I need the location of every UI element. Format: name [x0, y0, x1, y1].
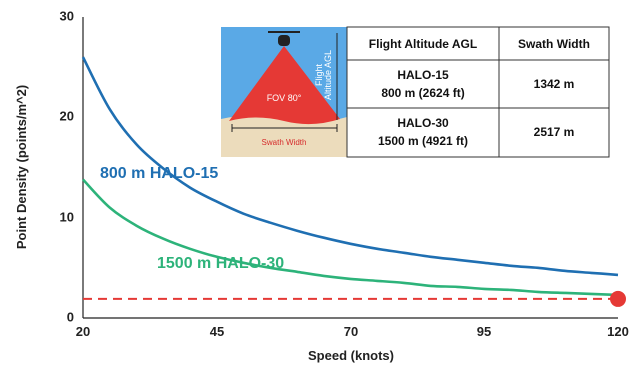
table-header: Swath Width [518, 37, 590, 51]
table-cell: HALO-30 [397, 116, 449, 130]
x-tick-label: 20 [76, 324, 90, 339]
altitude-label-line2: Altitude AGL [323, 50, 333, 100]
y-axis-title: Point Density (points/m^2) [14, 85, 29, 249]
series-line-800m-halo15 [81, 56, 619, 277]
inset-ground [221, 115, 347, 157]
helicopter-icon [278, 35, 290, 46]
table-cell: 1500 m (4921 ft) [378, 134, 468, 148]
x-tick-label: 120 [607, 324, 629, 339]
fov-label: FOV 80° [267, 93, 302, 103]
table-cell: 800 m (2624 ft) [381, 86, 464, 100]
table-header: Flight Altitude AGL [369, 37, 477, 51]
series-label-1500m: 1500 m HALO-30 [157, 255, 284, 272]
y-tick-label: 20 [60, 108, 74, 123]
x-axis-title: Speed (knots) [308, 348, 394, 363]
x-tick-label: 45 [210, 324, 224, 339]
x-tick-label: 95 [477, 324, 491, 339]
y-tick-label: 0 [67, 309, 74, 324]
y-tick-label: 30 [60, 8, 74, 23]
series-line-1500m-halo30 [82, 178, 619, 297]
fov-cone [229, 46, 340, 125]
threshold-marker-point [610, 290, 626, 307]
swath-width-label: Swath Width [262, 138, 307, 147]
altitude-label-line1: Flight [314, 64, 324, 87]
table-cell: HALO-15 [397, 68, 449, 82]
table-cell: 1342 m [534, 77, 575, 91]
x-tick-label: 70 [344, 324, 358, 339]
y-tick-label: 10 [60, 209, 74, 224]
swath-inset-illustration: FOV 80° Flight Altitude AGL Swath Width [221, 27, 347, 157]
series-label-800m: 800 m HALO-15 [100, 165, 218, 182]
table-cell: 2517 m [534, 125, 575, 139]
table-frame [346, 26, 610, 158]
altitude-swath-table: Flight Altitude AGL Swath Width HALO-15 … [346, 26, 610, 158]
